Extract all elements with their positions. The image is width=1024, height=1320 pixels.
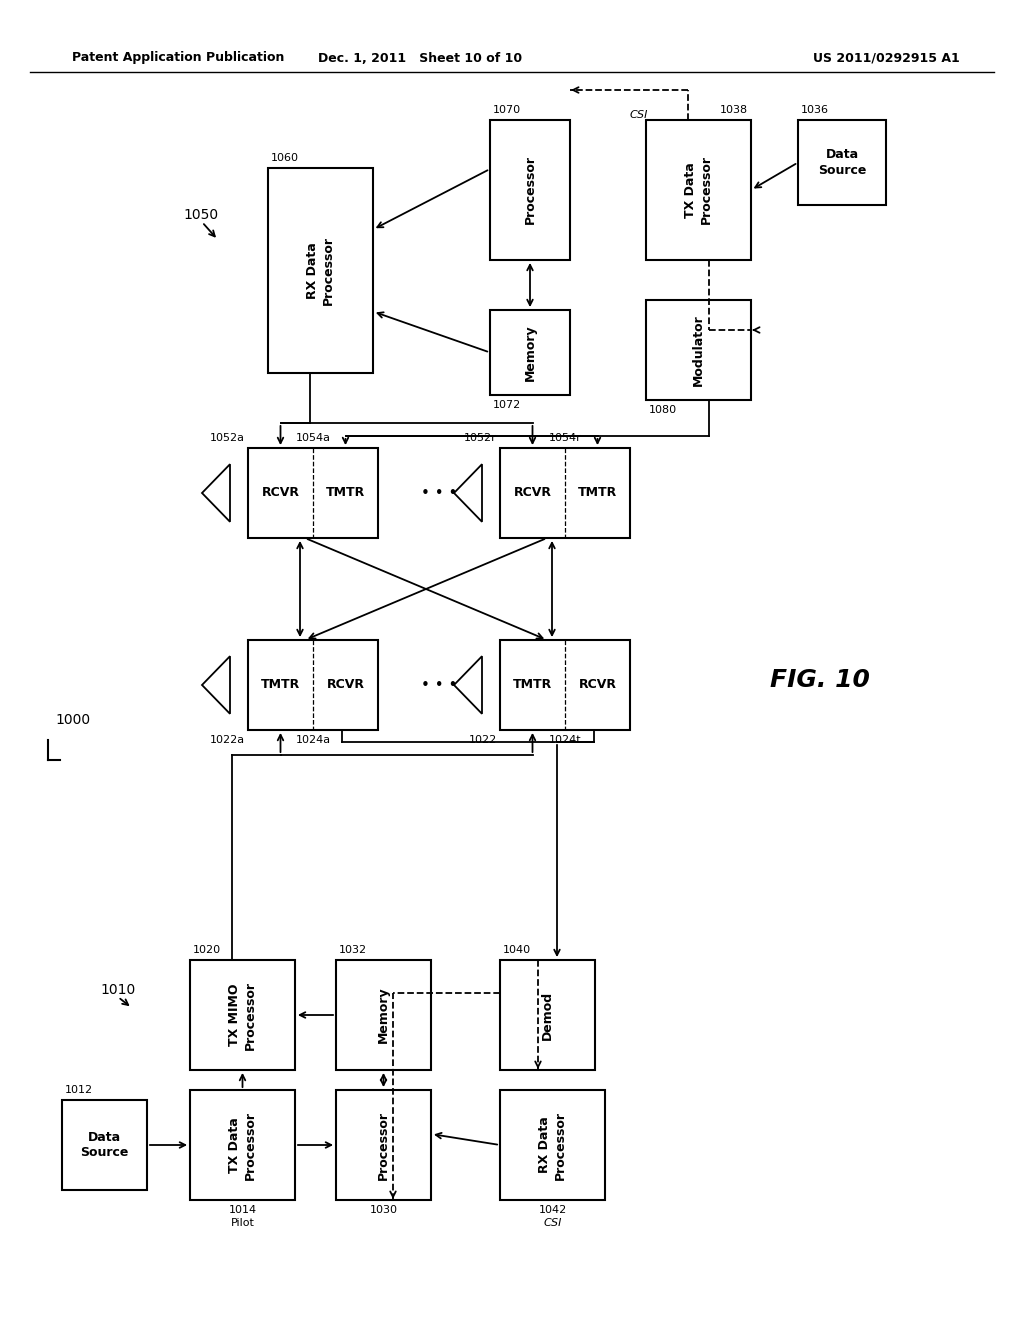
Bar [62,1100,147,1191]
Text: CSI: CSI [630,110,648,120]
Bar [490,310,570,395]
Text: 1022: 1022 [469,735,497,744]
Text: Memory: Memory [377,986,390,1043]
Text: • • •: • • • [421,486,457,500]
Text: 1052a: 1052a [210,433,245,444]
Text: 1050: 1050 [183,209,218,222]
Text: CSI: CSI [544,1218,562,1228]
Polygon shape [454,465,482,521]
Text: TMTR: TMTR [261,678,300,692]
Text: 1032: 1032 [339,945,368,954]
Text: Demod: Demod [541,990,554,1040]
Bar [500,640,630,730]
Bar [500,960,595,1071]
Text: 1030: 1030 [370,1205,397,1214]
Text: Processor: Processor [377,1110,390,1180]
Bar [490,120,570,260]
Text: 1012: 1012 [65,1085,93,1096]
Bar [336,1090,431,1200]
Bar [248,447,378,539]
Text: US 2011/0292915 A1: US 2011/0292915 A1 [813,51,961,65]
Text: Modulator: Modulator [692,314,705,385]
Text: 1060: 1060 [271,153,299,162]
Text: • • •: • • • [421,677,457,693]
Text: Data
Source: Data Source [80,1131,129,1159]
Text: 1054r: 1054r [549,433,582,444]
Text: 1038: 1038 [720,106,748,115]
Polygon shape [454,656,482,714]
Text: FIG. 10: FIG. 10 [770,668,870,692]
Text: 1024t: 1024t [549,735,582,744]
Text: 1014: 1014 [228,1205,257,1214]
Text: Patent Application Publication: Patent Application Publication [72,51,285,65]
Bar [646,120,751,260]
Text: TMTR: TMTR [513,678,552,692]
Text: 1054a: 1054a [296,433,331,444]
Bar [190,1090,295,1200]
Text: 1042: 1042 [539,1205,566,1214]
Bar [268,168,373,374]
Polygon shape [202,465,230,521]
Bar [248,640,378,730]
Text: 1072: 1072 [493,400,521,411]
Polygon shape [202,656,230,714]
Text: 1080: 1080 [649,405,677,414]
Text: 1052r: 1052r [464,433,497,444]
Bar [500,1090,605,1200]
Text: RCVR: RCVR [579,678,616,692]
Text: 1010: 1010 [100,983,135,997]
Text: Processor: Processor [523,156,537,224]
Text: 1040: 1040 [503,945,531,954]
Text: RCVR: RCVR [261,487,299,499]
Bar [646,300,751,400]
Text: 1000: 1000 [55,713,90,727]
Text: RX Data
Processor: RX Data Processor [306,236,335,305]
Text: Memory: Memory [523,325,537,380]
Text: Dec. 1, 2011   Sheet 10 of 10: Dec. 1, 2011 Sheet 10 of 10 [317,51,522,65]
Text: 1022a: 1022a [210,735,245,744]
Text: Data
Source: Data Source [818,149,866,177]
Text: RCVR: RCVR [513,487,552,499]
Text: 1070: 1070 [493,106,521,115]
Text: 1036: 1036 [801,106,829,115]
Text: 1020: 1020 [193,945,221,954]
Text: RX Data
Processor: RX Data Processor [539,1110,566,1180]
Text: 1024a: 1024a [296,735,331,744]
Bar [336,960,431,1071]
Text: TMTR: TMTR [326,487,366,499]
Text: Pilot: Pilot [230,1218,254,1228]
Text: TX MIMO
Processor: TX MIMO Processor [228,981,256,1049]
Bar [798,120,886,205]
Bar [190,960,295,1071]
Bar [500,447,630,539]
Text: TMTR: TMTR [578,487,617,499]
Text: RCVR: RCVR [327,678,365,692]
Text: TX Data
Processor: TX Data Processor [684,156,713,224]
Text: TX Data
Processor: TX Data Processor [228,1110,256,1180]
